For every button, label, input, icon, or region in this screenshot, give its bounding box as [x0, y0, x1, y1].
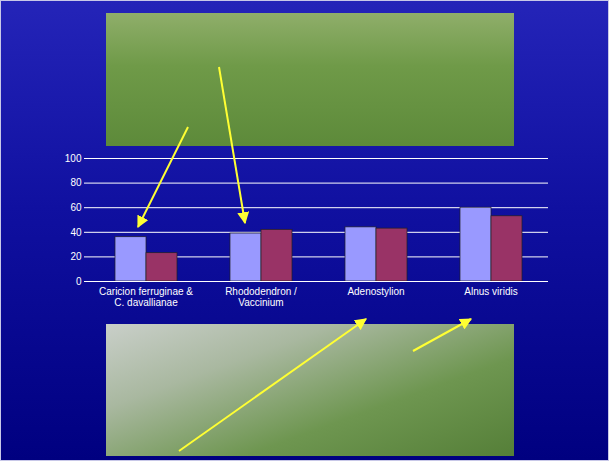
svg-text:Adenostylion: Adenostylion	[347, 286, 404, 297]
svg-text:100: 100	[65, 153, 82, 164]
svg-text:80: 80	[70, 177, 82, 188]
svg-text:60: 60	[70, 202, 82, 213]
svg-text:Alnus viridis: Alnus viridis	[464, 286, 517, 297]
svg-text:Rhododendron /Vaccinium: Rhododendron /Vaccinium	[225, 286, 297, 308]
svg-text:0: 0	[76, 276, 82, 287]
svg-text:40: 40	[70, 227, 82, 238]
svg-text:Caricion ferruginae &C. davall: Caricion ferruginae &C. davallianae	[99, 286, 193, 308]
svg-text:20: 20	[70, 251, 82, 262]
